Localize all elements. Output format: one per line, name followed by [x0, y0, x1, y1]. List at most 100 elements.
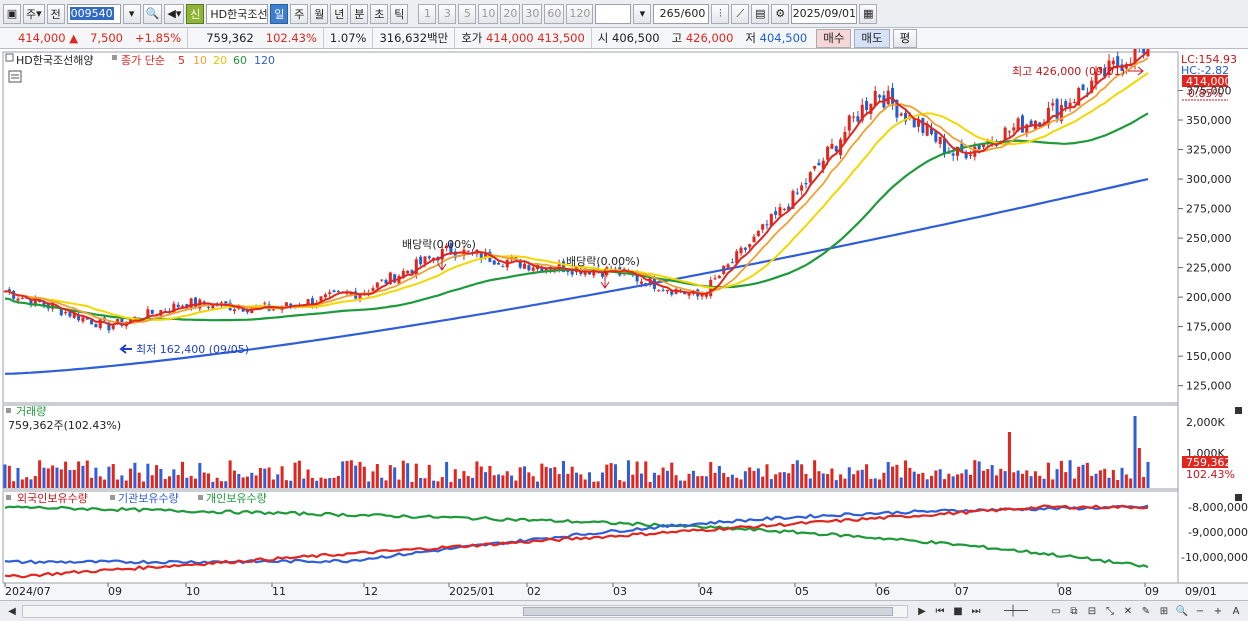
- calendar-icon[interactable]: ▦: [859, 3, 878, 24]
- tab-period-year[interactable]: 년: [330, 3, 349, 24]
- volume-bar: [349, 460, 353, 488]
- horizontal-scrollbar[interactable]: [22, 604, 908, 618]
- current-price-pct: 0.85%: [1188, 87, 1223, 100]
- stock-code-input[interactable]: 009540: [66, 3, 121, 24]
- candle: [583, 270, 587, 275]
- volume-title: 거래량: [16, 405, 46, 418]
- volume-bar: [410, 481, 414, 488]
- volume-bar: [1025, 470, 1029, 488]
- chevron-down-icon[interactable]: ▾: [633, 3, 652, 24]
- candle: [375, 282, 379, 288]
- volume-bar: [501, 475, 505, 488]
- play-icon[interactable]: ▶: [918, 605, 926, 617]
- tab-interval-30[interactable]: 30: [522, 3, 543, 24]
- candle: [1072, 102, 1076, 104]
- candle: [943, 138, 947, 154]
- chart-type-icon[interactable]: ⊞: [1159, 605, 1169, 617]
- candle: [704, 294, 708, 297]
- count-field[interactable]: 265/600: [653, 3, 710, 24]
- volume-bar: [665, 470, 669, 488]
- tab-period-tick[interactable]: 틱: [390, 3, 409, 24]
- save-icon[interactable]: ▤: [751, 3, 770, 24]
- stock-chart[interactable]: HD한국조선해양 종가 단순 5 10 20 60 120 최고 426,000…: [0, 49, 1248, 600]
- volume-bar: [492, 475, 496, 488]
- chevron-down-icon[interactable]: ▾: [122, 3, 141, 24]
- forward-icon[interactable]: ⏭: [971, 605, 981, 617]
- tab-interval-3[interactable]: 3: [438, 3, 457, 24]
- volume-bar: [198, 462, 202, 488]
- window-icon[interactable]: ▣: [3, 3, 21, 24]
- tab-interval-60[interactable]: 60: [544, 3, 565, 24]
- volume-bar: [176, 474, 180, 488]
- line-tool-icon[interactable]: ⟋: [731, 3, 750, 24]
- close-icon[interactable]: [1235, 407, 1242, 414]
- volume-bar: [899, 477, 903, 488]
- period-main-select[interactable]: 주 ▾: [23, 3, 45, 24]
- date-field[interactable]: 2025/09/01: [791, 3, 858, 24]
- volume-bar: [605, 464, 609, 488]
- candle: [492, 260, 496, 265]
- volume-bar: [319, 477, 323, 488]
- auto-scale-icon[interactable]: A: [1232, 605, 1240, 617]
- volume-bar: [531, 476, 535, 488]
- volume-bar: [250, 472, 254, 488]
- candle-icon[interactable]: ⫶: [711, 3, 730, 24]
- crosshair-icon[interactable]: ✕: [1123, 605, 1133, 617]
- price-axis-label: 125,000: [1186, 380, 1232, 393]
- zoom-icon[interactable]: 🔍: [1175, 605, 1189, 617]
- scrollbar-thumb[interactable]: [523, 606, 893, 616]
- layout-icon[interactable]: ▭: [1051, 605, 1061, 617]
- tab-period-second[interactable]: 초: [370, 3, 389, 24]
- candle: [1081, 84, 1085, 91]
- draw-icon[interactable]: ✎: [1141, 605, 1151, 617]
- legend-ma20: 20: [213, 54, 227, 67]
- speaker-icon[interactable]: ◀▾: [164, 3, 185, 24]
- legend-ma60: 60: [233, 54, 247, 67]
- volume-bar: [193, 478, 198, 488]
- rewind-icon[interactable]: ⏮: [935, 605, 945, 617]
- volume-bar: [103, 479, 107, 488]
- stop-icon[interactable]: ■: [953, 605, 963, 617]
- stock-name-field[interactable]: HD한국조선해: [206, 3, 269, 24]
- tab-period-day[interactable]: 일: [270, 3, 289, 24]
- zoom-slider-icon[interactable]: ─┼──: [1003, 605, 1029, 617]
- measure-icon[interactable]: ⤡: [1106, 605, 1114, 617]
- candle: [830, 144, 834, 149]
- volume-bar: [297, 460, 301, 488]
- tab-interval-5[interactable]: 5: [458, 3, 477, 24]
- sell-button[interactable]: 매도: [854, 28, 890, 48]
- settings-icon[interactable]: ⚙: [771, 3, 790, 24]
- volume-bar: [445, 461, 449, 488]
- tab-period-month[interactable]: 월: [310, 3, 329, 24]
- prev-button[interactable]: 전: [46, 3, 65, 24]
- eval-button[interactable]: 평: [892, 28, 918, 48]
- tab-interval-120[interactable]: 120: [566, 3, 594, 24]
- tab-period-minute[interactable]: 분: [350, 3, 369, 24]
- scroll-left-icon[interactable]: ◀: [8, 605, 16, 617]
- volume-bar: [211, 481, 215, 488]
- zoom-out-icon[interactable]: −: [1195, 605, 1205, 617]
- close-icon[interactable]: [1235, 494, 1242, 501]
- buy-button[interactable]: 매수: [816, 28, 852, 48]
- credit-badge[interactable]: 신: [186, 3, 205, 24]
- volume-bar: [1098, 470, 1102, 488]
- zoom-in-icon[interactable]: +: [1213, 605, 1223, 617]
- volume-bar: [280, 466, 284, 488]
- tab-interval-20[interactable]: 20: [500, 3, 521, 24]
- tab-interval-10[interactable]: 10: [478, 3, 499, 24]
- candle: [445, 245, 449, 249]
- lc-label: LC:154.93: [1181, 53, 1237, 66]
- tab-period-week[interactable]: 주: [290, 3, 309, 24]
- interval-custom-input[interactable]: [595, 3, 632, 24]
- search-icon[interactable]: 🔍: [142, 3, 163, 24]
- layout-multi-icon[interactable]: ⧉: [1070, 605, 1078, 617]
- volume-bar: [726, 477, 730, 488]
- volume-bar: [778, 472, 782, 488]
- turnover-rate: 1.07%: [329, 31, 367, 45]
- grid-icon[interactable]: [8, 70, 22, 83]
- candle: [635, 273, 639, 282]
- tab-interval-1[interactable]: 1: [418, 3, 437, 24]
- candle: [518, 259, 522, 268]
- compare-icon[interactable]: ⊟: [1087, 605, 1097, 617]
- volume-bar: [72, 469, 76, 488]
